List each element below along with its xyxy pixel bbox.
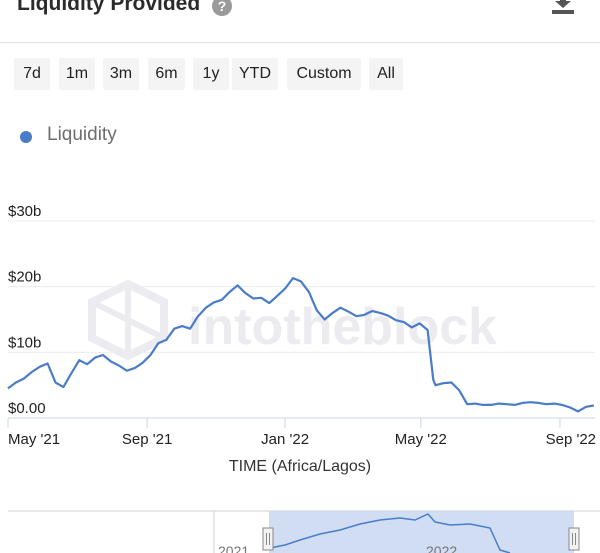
legend-marker [20, 131, 32, 143]
question-circle-icon[interactable]: ? [212, 0, 232, 16]
x-axis: May '21 Sep '21 Jan '22 May '22 Sep '22 [7, 418, 596, 448]
range-button-all[interactable]: All [369, 58, 403, 90]
x-axis-title: TIME (Africa/Lagos) [229, 458, 371, 475]
series-line-liquidity [7, 277, 595, 413]
navigator-year-label-2021: 2021 [218, 543, 249, 553]
y-axis: $0.00 $10b $20b $30b [8, 203, 46, 417]
range-button-3m[interactable]: 3m [103, 58, 139, 90]
watermark: intotheblock [88, 279, 497, 361]
navigator-handle-left[interactable] [262, 527, 274, 551]
y-tick-label: $20b [8, 269, 41, 286]
download-icon[interactable] [551, 0, 575, 16]
x-tick-label: Jan '22 [261, 431, 309, 448]
y-tick-label: $30b [8, 203, 41, 220]
navigator-handle-right[interactable] [568, 527, 580, 551]
y-tick-label: $10b [8, 334, 41, 351]
grid [8, 220, 595, 419]
x-tick-label: Sep '22 [546, 431, 596, 448]
navigator-selection[interactable] [269, 511, 574, 553]
range-button-custom[interactable]: Custom [287, 58, 361, 90]
range-button-ytd[interactable]: YTD [232, 58, 278, 90]
x-tick-label: Sep '21 [122, 431, 172, 448]
range-button-1m[interactable]: 1m [59, 58, 95, 90]
legend-label[interactable]: Liquidity [47, 124, 117, 145]
x-tick-label: May '21 [8, 431, 60, 448]
y-tick-label: $0.00 [8, 400, 46, 417]
header: Liquidity Provided ? [0, 0, 600, 43]
watermark-text: intotheblock [188, 298, 497, 356]
navigator-series-line [269, 513, 511, 553]
watermark-logo [88, 279, 168, 361]
navigator: 2021 2022 [8, 510, 600, 553]
range-button-1y[interactable]: 1y [193, 58, 229, 90]
x-tick-label: May '22 [395, 431, 447, 448]
navigator-year-label-2022: 2022 [426, 543, 457, 553]
range-button-7d[interactable]: 7d [14, 58, 50, 90]
page-title: Liquidity Provided [17, 0, 201, 15]
range-button-6m[interactable]: 6m [148, 58, 185, 90]
